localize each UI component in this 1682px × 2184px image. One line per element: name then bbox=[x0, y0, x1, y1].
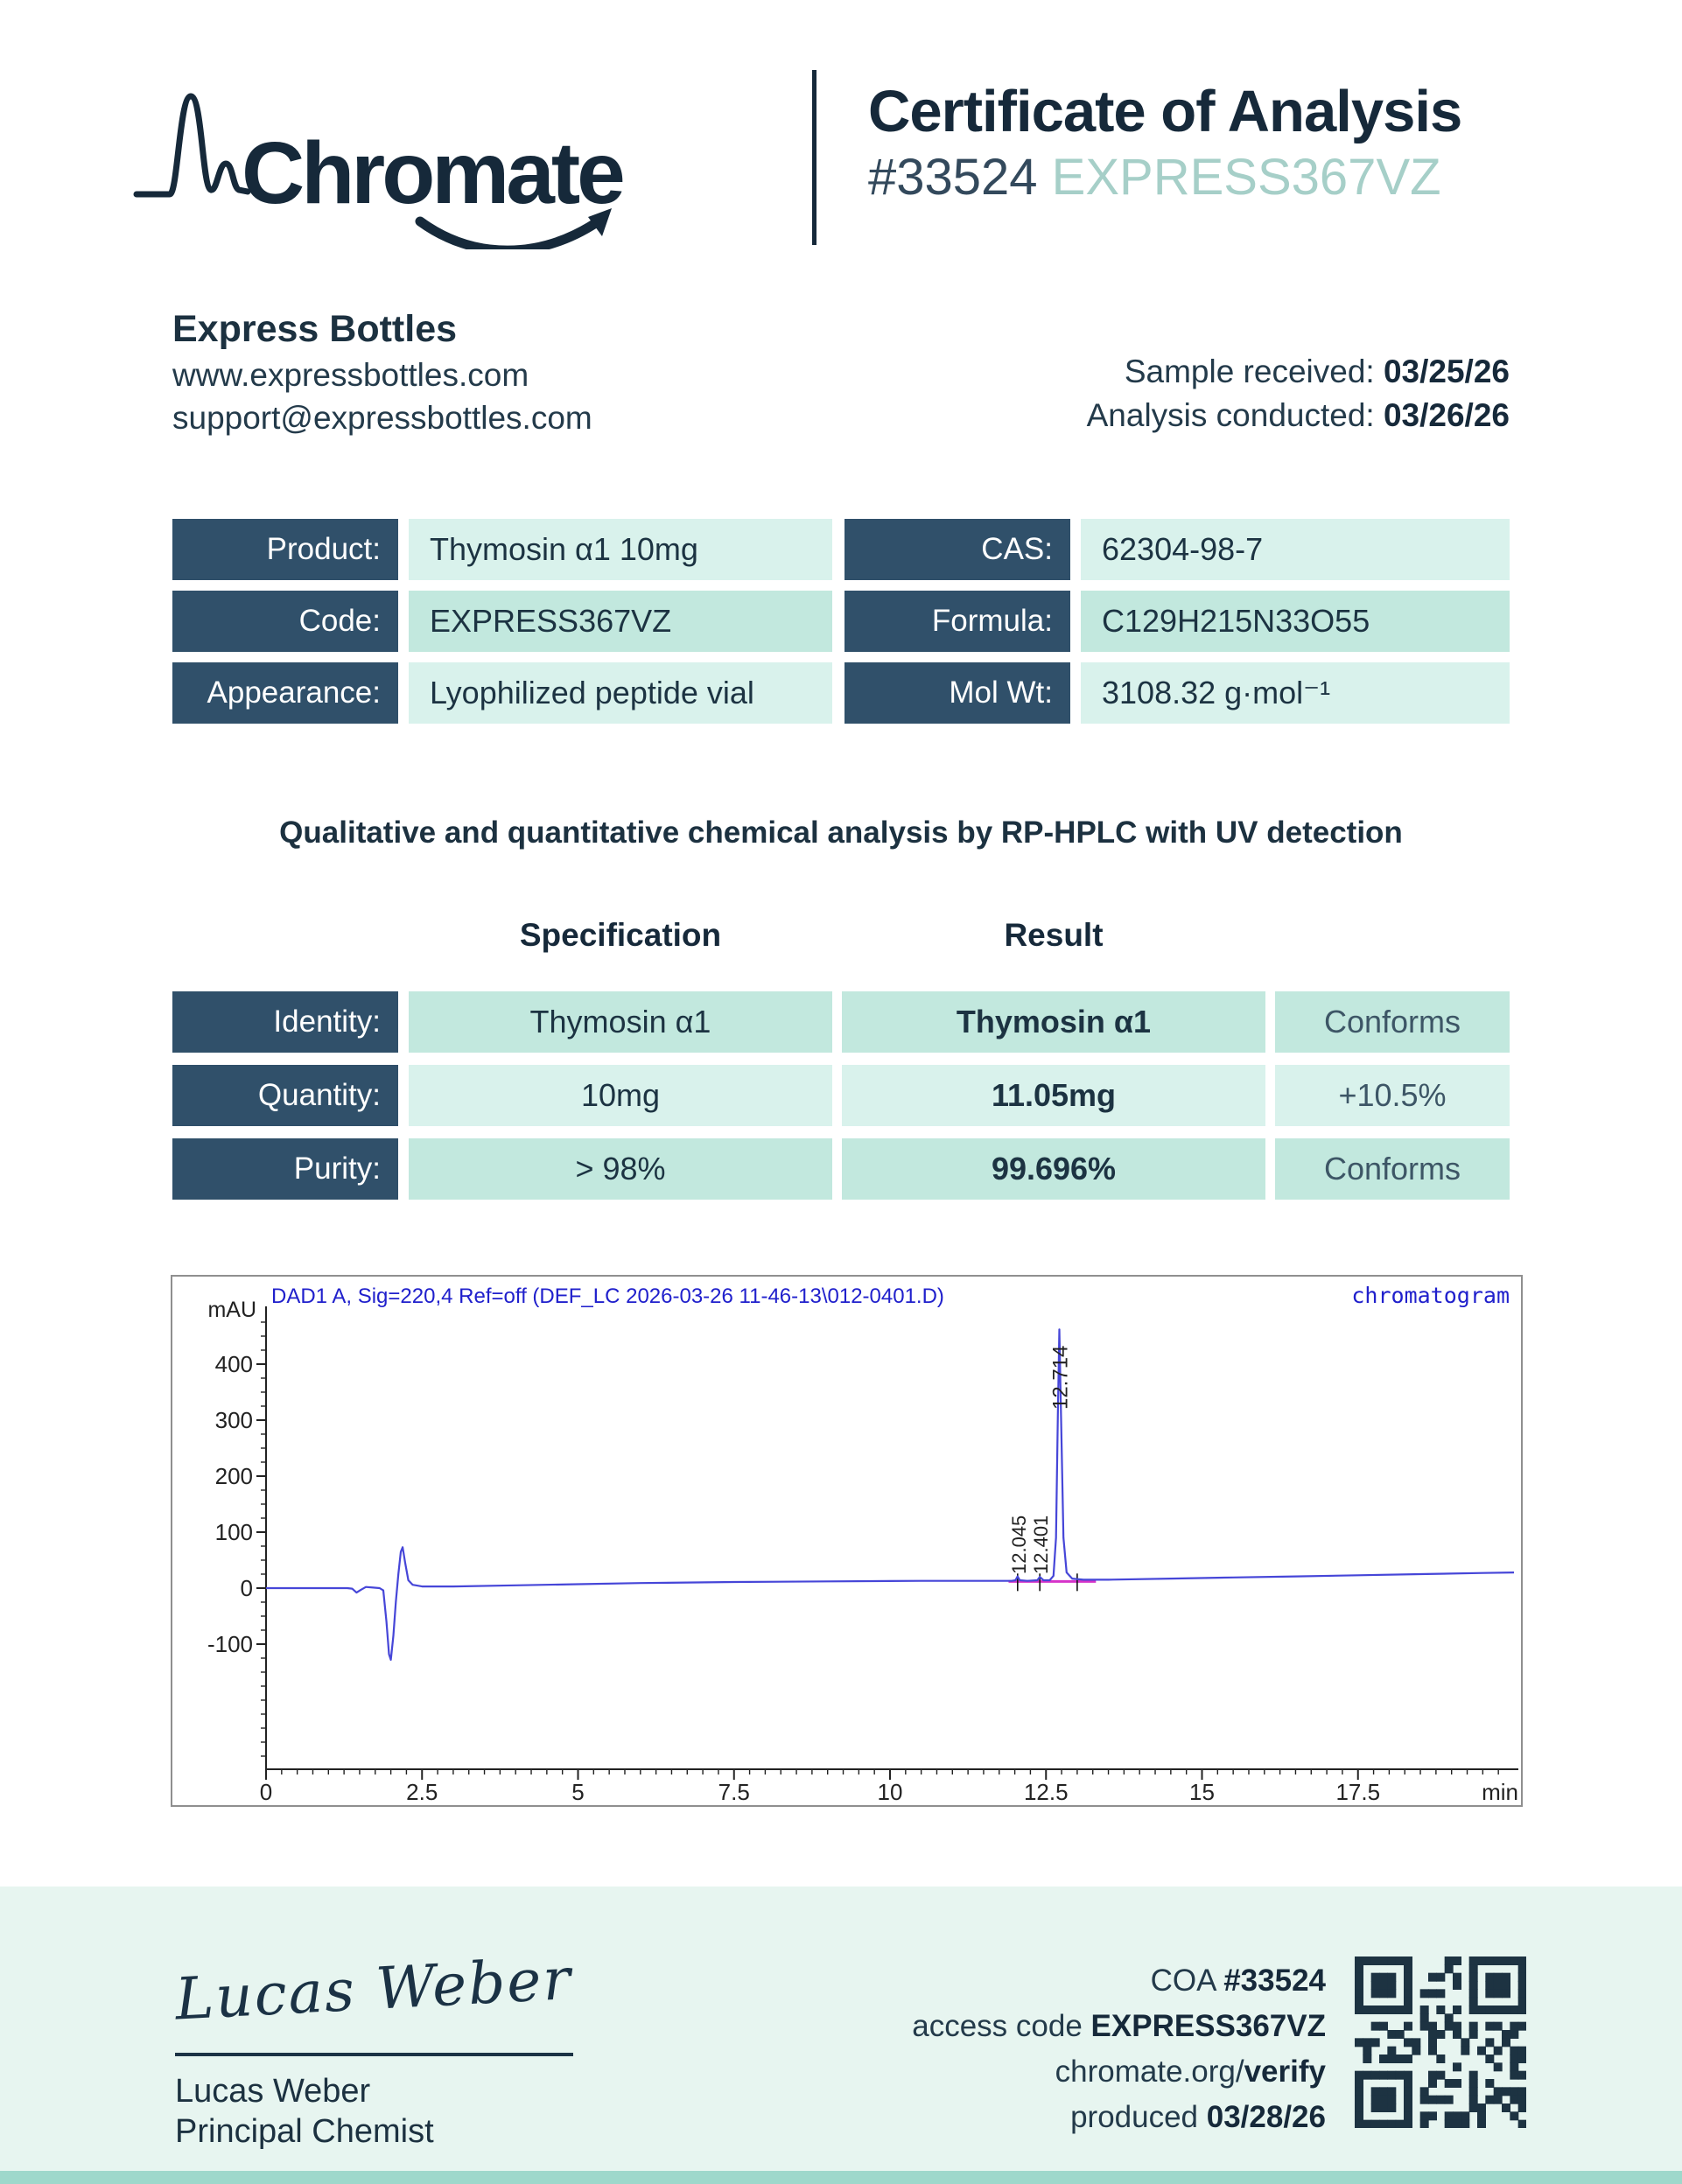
cas-label: CAS: bbox=[845, 519, 1070, 580]
verify-url-line: chromate.org/verify bbox=[1055, 2054, 1326, 2089]
client-website: www.expressbottles.com bbox=[172, 357, 529, 393]
cas-value: 62304-98-7 bbox=[1081, 519, 1510, 580]
chromate-logo-graphic: Chromate bbox=[133, 93, 627, 256]
purity-label: Purity: bbox=[172, 1138, 398, 1200]
sample-received-date: 03/25/26 bbox=[1383, 354, 1510, 389]
svg-text:10: 10 bbox=[878, 1779, 903, 1805]
svg-text:12.045: 12.045 bbox=[1008, 1516, 1030, 1574]
svg-text:200: 200 bbox=[215, 1463, 253, 1489]
svg-text:0: 0 bbox=[241, 1575, 253, 1601]
svg-text:7.5: 7.5 bbox=[718, 1779, 750, 1805]
quantity-result: 11.05mg bbox=[842, 1065, 1265, 1126]
access-code-line: access code EXPRESS367VZ bbox=[912, 2009, 1326, 2043]
signer-role: Principal Chemist bbox=[175, 2113, 434, 2150]
svg-text:chromatogram: chromatogram bbox=[1351, 1283, 1510, 1308]
purity-spec: > 98% bbox=[409, 1138, 832, 1200]
verification-info: COA #33524 access code EXPRESS367VZ chro… bbox=[788, 1958, 1326, 2140]
coa-number-line: COA #33524 bbox=[1150, 1964, 1326, 1998]
identity-status: Conforms bbox=[1275, 991, 1510, 1053]
quantity-label: Quantity: bbox=[172, 1065, 398, 1126]
svg-text:12.5: 12.5 bbox=[1024, 1779, 1069, 1805]
formula-label: Formula: bbox=[845, 591, 1070, 652]
svg-text:min: min bbox=[1482, 1779, 1518, 1805]
sample-received-line: Sample received: 03/25/26 bbox=[1124, 354, 1510, 389]
svg-text:400: 400 bbox=[215, 1351, 253, 1377]
svg-text:2.5: 2.5 bbox=[406, 1779, 438, 1805]
svg-text:17.5: 17.5 bbox=[1335, 1779, 1380, 1805]
logo-smile-icon bbox=[415, 216, 602, 256]
svg-text:100: 100 bbox=[215, 1519, 253, 1545]
quantity-spec: 10mg bbox=[409, 1065, 832, 1126]
analysis-conducted-date: 03/26/26 bbox=[1383, 397, 1510, 433]
footer-accent-strip bbox=[0, 2171, 1682, 2184]
product-label: Product: bbox=[172, 519, 398, 580]
produced-date-line: produced 03/28/26 bbox=[1070, 2100, 1326, 2134]
code-label: Code: bbox=[172, 591, 398, 652]
client-name: Express Bottles bbox=[172, 308, 458, 350]
molwt-label: Mol Wt: bbox=[845, 662, 1070, 724]
svg-text:mAU: mAU bbox=[207, 1298, 256, 1322]
analysis-conducted-line: Analysis conducted: 03/26/26 bbox=[1086, 397, 1510, 433]
formula-value: C129H215N33O55 bbox=[1081, 591, 1510, 652]
logo-wordmark: Chromate bbox=[242, 124, 623, 222]
analysis-dates: Sample received: 03/25/26 Analysis condu… bbox=[1087, 350, 1510, 438]
column-header-specification: Specification bbox=[519, 917, 722, 953]
column-header-result: Result bbox=[1004, 917, 1104, 953]
svg-text:300: 300 bbox=[215, 1407, 253, 1433]
qr-code bbox=[1355, 1956, 1527, 2129]
purity-status: Conforms bbox=[1275, 1138, 1510, 1200]
coa-subtitle: #33524 EXPRESS367VZ bbox=[868, 147, 1568, 208]
svg-text:12.714: 12.714 bbox=[1049, 1346, 1073, 1410]
svg-text:-100: -100 bbox=[207, 1631, 253, 1657]
purity-result: 99.696% bbox=[842, 1138, 1265, 1200]
appearance-value: Lyophilized peptide vial bbox=[409, 662, 832, 724]
client-info: Express Bottles www.expressbottles.com s… bbox=[172, 304, 592, 439]
chromatogram-panel: DAD1 A, Sig=220,4 Ref=off (DEF_LC 2026-0… bbox=[171, 1275, 1523, 1807]
signer-name: Lucas Weber bbox=[175, 2073, 371, 2110]
logo-arrowhead-icon bbox=[588, 208, 612, 236]
coa-access-code: EXPRESS367VZ bbox=[1051, 149, 1441, 206]
molwt-value: 3108.32 g·mol⁻¹ bbox=[1081, 662, 1510, 724]
chromatogram-plot: DAD1 A, Sig=220,4 Ref=off (DEF_LC 2026-0… bbox=[207, 1283, 1518, 1805]
svg-text:15: 15 bbox=[1189, 1779, 1215, 1805]
identity-label: Identity: bbox=[172, 991, 398, 1053]
qr-code-graphic bbox=[1355, 1956, 1527, 2129]
appearance-label: Appearance: bbox=[172, 662, 398, 724]
svg-text:5: 5 bbox=[571, 1779, 584, 1805]
signature-line bbox=[175, 2053, 573, 2056]
coa-number: #33524 bbox=[868, 149, 1038, 206]
chromate-logo: Chromate bbox=[131, 61, 700, 256]
code-value: EXPRESS367VZ bbox=[409, 591, 832, 652]
svg-text:12.401: 12.401 bbox=[1030, 1516, 1052, 1574]
product-value: Thymosin α1 10mg bbox=[409, 519, 832, 580]
quantity-status: +10.5% bbox=[1275, 1065, 1510, 1126]
svg-text:DAD1 A, Sig=220,4 Ref=off (DEF: DAD1 A, Sig=220,4 Ref=off (DEF_LC 2026-0… bbox=[271, 1284, 944, 1308]
identity-spec: Thymosin α1 bbox=[409, 991, 832, 1053]
identity-result: Thymosin α1 bbox=[842, 991, 1265, 1053]
logo-peak-icon bbox=[133, 93, 251, 198]
svg-text:0: 0 bbox=[260, 1779, 272, 1805]
method-title: Qualitative and quantitative chemical an… bbox=[279, 816, 1403, 850]
client-email: support@expressbottles.com bbox=[172, 400, 592, 436]
header-divider bbox=[812, 70, 816, 245]
page-title: Certificate of Analysis bbox=[868, 79, 1462, 144]
